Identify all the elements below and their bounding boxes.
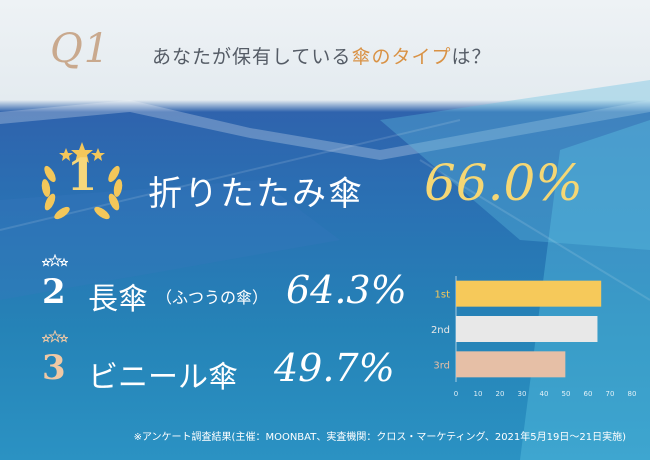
- bar-chart: 1st 2nd 3rd 0 10 20 30 40 50 60 70 80: [431, 276, 637, 398]
- footnote: ※アンケート調査結果(主催：MOONBAT、実査機関：クロス・マーケティング、2…: [133, 432, 626, 443]
- question-highlight: 傘のタイプ: [351, 46, 452, 68]
- x-tick-label: 40: [540, 390, 549, 398]
- rank-2-stars-icon: [42, 254, 68, 267]
- rank-3-number: 3: [42, 348, 66, 388]
- rank-2-value: 64.3%: [286, 268, 407, 312]
- bar-2nd: [456, 316, 598, 342]
- rank-3-value: 49.7%: [274, 346, 395, 390]
- bar-3rd: [456, 351, 566, 378]
- laurel-wreath-icon: [41, 142, 123, 220]
- rank-1-label: 折りたたみ傘: [148, 174, 364, 214]
- x-tick-label: 30: [518, 390, 527, 398]
- rank-1-value: 66.0%: [424, 154, 583, 212]
- category-label-1st: 1st: [435, 290, 451, 301]
- x-tick-label: 70: [606, 390, 615, 398]
- x-tick-label: 80: [628, 390, 637, 398]
- rank-2-number: 2: [42, 272, 66, 312]
- rank-2-sublabel: （ふつうの傘）: [156, 288, 269, 307]
- rank-2-label: 長傘: [88, 282, 148, 317]
- rank-1-number: 1: [66, 150, 98, 201]
- question-text: あなたが保有している傘のタイプは？: [152, 46, 492, 68]
- rank-3-stars-icon: [42, 330, 68, 343]
- x-tick-label: 50: [562, 390, 571, 398]
- category-label-3rd: 3rd: [433, 360, 450, 371]
- question-number: Q1: [50, 26, 111, 72]
- x-tick-label: 60: [584, 390, 593, 398]
- x-tick-label: 10: [474, 390, 483, 398]
- rank-3-label: ビニール傘: [88, 360, 238, 395]
- bar-1st: [456, 280, 602, 307]
- category-label-2nd: 2nd: [431, 325, 450, 336]
- x-tick-label: 20: [496, 390, 505, 398]
- x-tick-label: 0: [454, 390, 458, 398]
